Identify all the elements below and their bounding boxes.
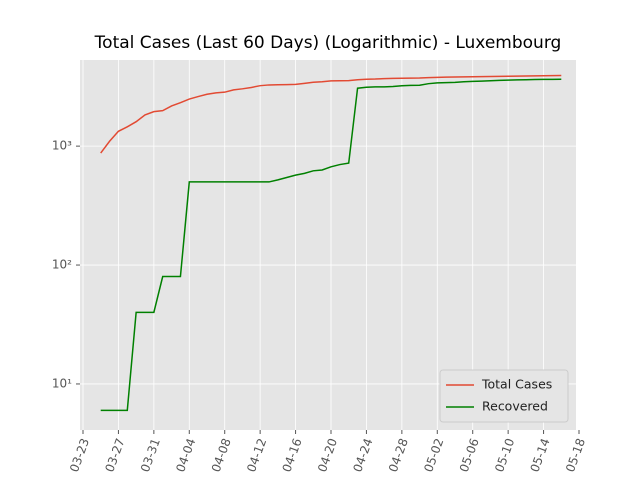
y-tick-label: 10³	[52, 139, 72, 153]
x-tick-label: 03-31	[138, 436, 163, 474]
x-tick-label: 04-24	[350, 436, 375, 474]
x-tick-label: 03-23	[67, 436, 92, 474]
x-tick-label: 04-20	[315, 436, 340, 474]
legend-box	[439, 369, 569, 423]
x-tick-label: 05-14	[528, 436, 553, 474]
x-tick-label: 04-04	[173, 436, 198, 474]
x-tick-label: 04-08	[209, 436, 234, 474]
x-tick-label: 05-02	[421, 436, 446, 474]
x-tick-label: 04-28	[386, 436, 411, 474]
x-tick-label: 05-06	[457, 436, 482, 474]
line-series	[100, 74, 562, 154]
legend-label: Recovered	[482, 399, 548, 414]
legend: Total Cases Recovered	[439, 369, 569, 423]
chart-title: Total Cases (Last 60 Days) (Logarithmic)…	[94, 33, 562, 53]
x-tick-label: 05-18	[563, 436, 588, 474]
x-tick-label: 03-27	[102, 436, 127, 474]
x-tick-label: 05-10	[492, 436, 517, 474]
line-series	[100, 78, 562, 412]
y-tick-label: 10¹	[52, 376, 72, 390]
legend-label: Total Cases	[481, 377, 552, 392]
y-tick-label: 10²	[52, 258, 72, 272]
plot-area	[80, 60, 576, 430]
x-tick-label: 04-12	[244, 436, 269, 474]
x-tick-label: 04-16	[280, 436, 305, 474]
